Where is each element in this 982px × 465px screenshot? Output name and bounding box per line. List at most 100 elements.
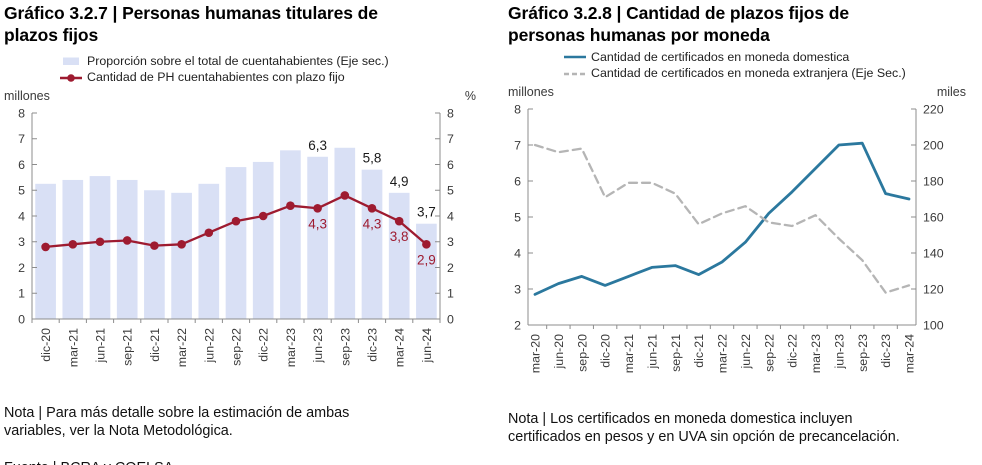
svg-text:jun-23: jun-23 (311, 328, 325, 364)
svg-text:dic-21: dic-21 (148, 328, 162, 362)
dashed-line-swatch-icon (564, 68, 586, 80)
svg-text:8: 8 (447, 106, 454, 120)
svg-text:8: 8 (18, 106, 25, 120)
svg-text:220: 220 (923, 102, 944, 116)
svg-text:0: 0 (18, 312, 25, 326)
svg-text:8: 8 (514, 102, 521, 116)
left-axis-unit: millones (4, 88, 50, 103)
left-axis-unit: millones (508, 84, 554, 99)
svg-text:4: 4 (514, 246, 521, 260)
svg-text:2,9: 2,9 (417, 252, 436, 267)
source-text: Fuente | BCRA y COELSA. (4, 459, 485, 465)
svg-text:mar-24: mar-24 (393, 328, 407, 367)
svg-text:mar-20: mar-20 (529, 334, 543, 373)
chart-panel-327: Gráfico 3.2.7 | Personas humanas titular… (4, 3, 485, 465)
chart-title: Gráfico 3.2.7 | Personas humanas titular… (4, 3, 378, 45)
svg-text:mar-21: mar-21 (622, 334, 636, 373)
bar-line-chart: 0 1 2 3 4 5 6 7 8 0 1 2 3 4 5 6 7 8 dic-20 mar-21 jun-21 sep-… (18, 106, 454, 367)
svg-text:5: 5 (447, 183, 454, 197)
svg-text:dic-20: dic-20 (39, 328, 53, 362)
bar-swatch-icon (60, 55, 82, 67)
svg-text:2: 2 (447, 261, 454, 275)
svg-text:7: 7 (514, 138, 521, 152)
svg-text:1: 1 (18, 286, 25, 300)
svg-text:6: 6 (514, 174, 521, 188)
svg-text:jun-22: jun-22 (202, 328, 216, 364)
chart-title: Gráfico 3.2.8 | Cantidad de plazos fijos… (508, 3, 849, 45)
svg-text:mar-24: mar-24 (903, 334, 917, 373)
chart-legend: Cantidad de certificados en moneda domes… (564, 49, 976, 82)
svg-text:1: 1 (447, 286, 454, 300)
note-text: Nota | Los certificados en moneda domest… (508, 411, 900, 446)
axis-units: millones miles (508, 85, 968, 99)
svg-text:3: 3 (514, 282, 521, 296)
svg-text:sep-20: sep-20 (575, 334, 589, 372)
legend-label: Cantidad de PH cuentahabientes con plazo… (87, 70, 345, 85)
right-axis-unit: % (464, 88, 476, 103)
svg-text:2: 2 (514, 318, 521, 332)
chart-legend: Proporción sobre el total de cuentahabie… (60, 53, 485, 86)
svg-text:3,7: 3,7 (417, 204, 436, 219)
legend-row: Proporción sobre el total de cuentahabie… (60, 53, 485, 70)
chart-note: Nota | Para más detalle sobre la estimac… (4, 386, 485, 465)
svg-text:dic-21: dic-21 (692, 334, 706, 368)
svg-text:3: 3 (18, 235, 25, 249)
svg-text:dic-23: dic-23 (879, 334, 893, 368)
svg-text:6,3: 6,3 (308, 138, 327, 153)
svg-text:mar-21: mar-21 (66, 328, 80, 367)
svg-text:jun-21: jun-21 (94, 328, 108, 364)
svg-text:6: 6 (447, 158, 454, 172)
svg-text:mar-22: mar-22 (175, 328, 189, 367)
legend-label: Cantidad de certificados en moneda domes… (591, 49, 850, 64)
svg-text:mar-23: mar-23 (809, 334, 823, 373)
svg-text:4,9: 4,9 (390, 174, 409, 189)
svg-text:jun-22: jun-22 (739, 334, 753, 370)
svg-text:5: 5 (18, 183, 25, 197)
svg-text:sep-21: sep-21 (669, 334, 683, 372)
chart-note: Nota | Los certificados en moneda domest… (508, 392, 976, 465)
svg-text:jun-21: jun-21 (645, 334, 659, 370)
svg-text:0: 0 (447, 312, 454, 326)
svg-text:2: 2 (18, 261, 25, 275)
svg-text:jun-23: jun-23 (832, 334, 846, 370)
svg-text:sep-23: sep-23 (856, 334, 870, 372)
svg-text:5,8: 5,8 (363, 150, 382, 165)
svg-text:sep-22: sep-22 (762, 334, 776, 372)
legend-row: Cantidad de PH cuentahabientes con plazo… (60, 69, 485, 86)
svg-text:140: 140 (923, 246, 944, 260)
legend-row: Cantidad de certificados en moneda extra… (564, 65, 976, 82)
right-axis-unit: miles (936, 84, 966, 99)
svg-text:dic-22: dic-22 (257, 328, 271, 362)
svg-text:4,3: 4,3 (308, 216, 327, 231)
svg-text:100: 100 (923, 318, 944, 332)
svg-text:mar-23: mar-23 (284, 328, 298, 367)
svg-text:7: 7 (447, 132, 454, 146)
svg-text:dic-23: dic-23 (366, 328, 380, 362)
svg-text:5: 5 (514, 210, 521, 224)
svg-text:200: 200 (923, 138, 944, 152)
svg-text:4: 4 (447, 209, 454, 223)
chart-panel-328: Gráfico 3.2.8 | Cantidad de plazos fijos… (491, 0, 982, 465)
svg-text:7: 7 (18, 132, 25, 146)
svg-text:3,8: 3,8 (390, 229, 409, 244)
legend-row: Cantidad de certificados en moneda domes… (564, 49, 976, 66)
svg-text:mar-22: mar-22 (716, 334, 730, 373)
svg-text:dic-20: dic-20 (599, 334, 613, 368)
svg-text:jun-20: jun-20 (552, 334, 566, 370)
svg-text:4,3: 4,3 (363, 216, 382, 231)
svg-text:sep-21: sep-21 (121, 328, 135, 366)
svg-text:sep-22: sep-22 (230, 328, 244, 366)
legend-label: Cantidad de certificados en moneda extra… (591, 66, 906, 81)
legend-label: Proporción sobre el total de cuentahabie… (87, 53, 389, 68)
axis-units: millones % (4, 89, 478, 103)
svg-text:dic-22: dic-22 (786, 334, 800, 368)
svg-text:sep-23: sep-23 (338, 328, 352, 366)
svg-text:160: 160 (923, 210, 944, 224)
dual-line-chart: 2 3 4 5 6 7 8 100 120 140 160 180 200 220 mar-20 jun-20… (514, 102, 944, 373)
note-text: Nota | Para más detalle sobre la estimac… (4, 405, 350, 440)
line-dot-swatch-icon (60, 72, 82, 84)
svg-text:jun-24: jun-24 (420, 328, 434, 364)
svg-text:180: 180 (923, 174, 944, 188)
svg-text:6: 6 (18, 158, 25, 172)
